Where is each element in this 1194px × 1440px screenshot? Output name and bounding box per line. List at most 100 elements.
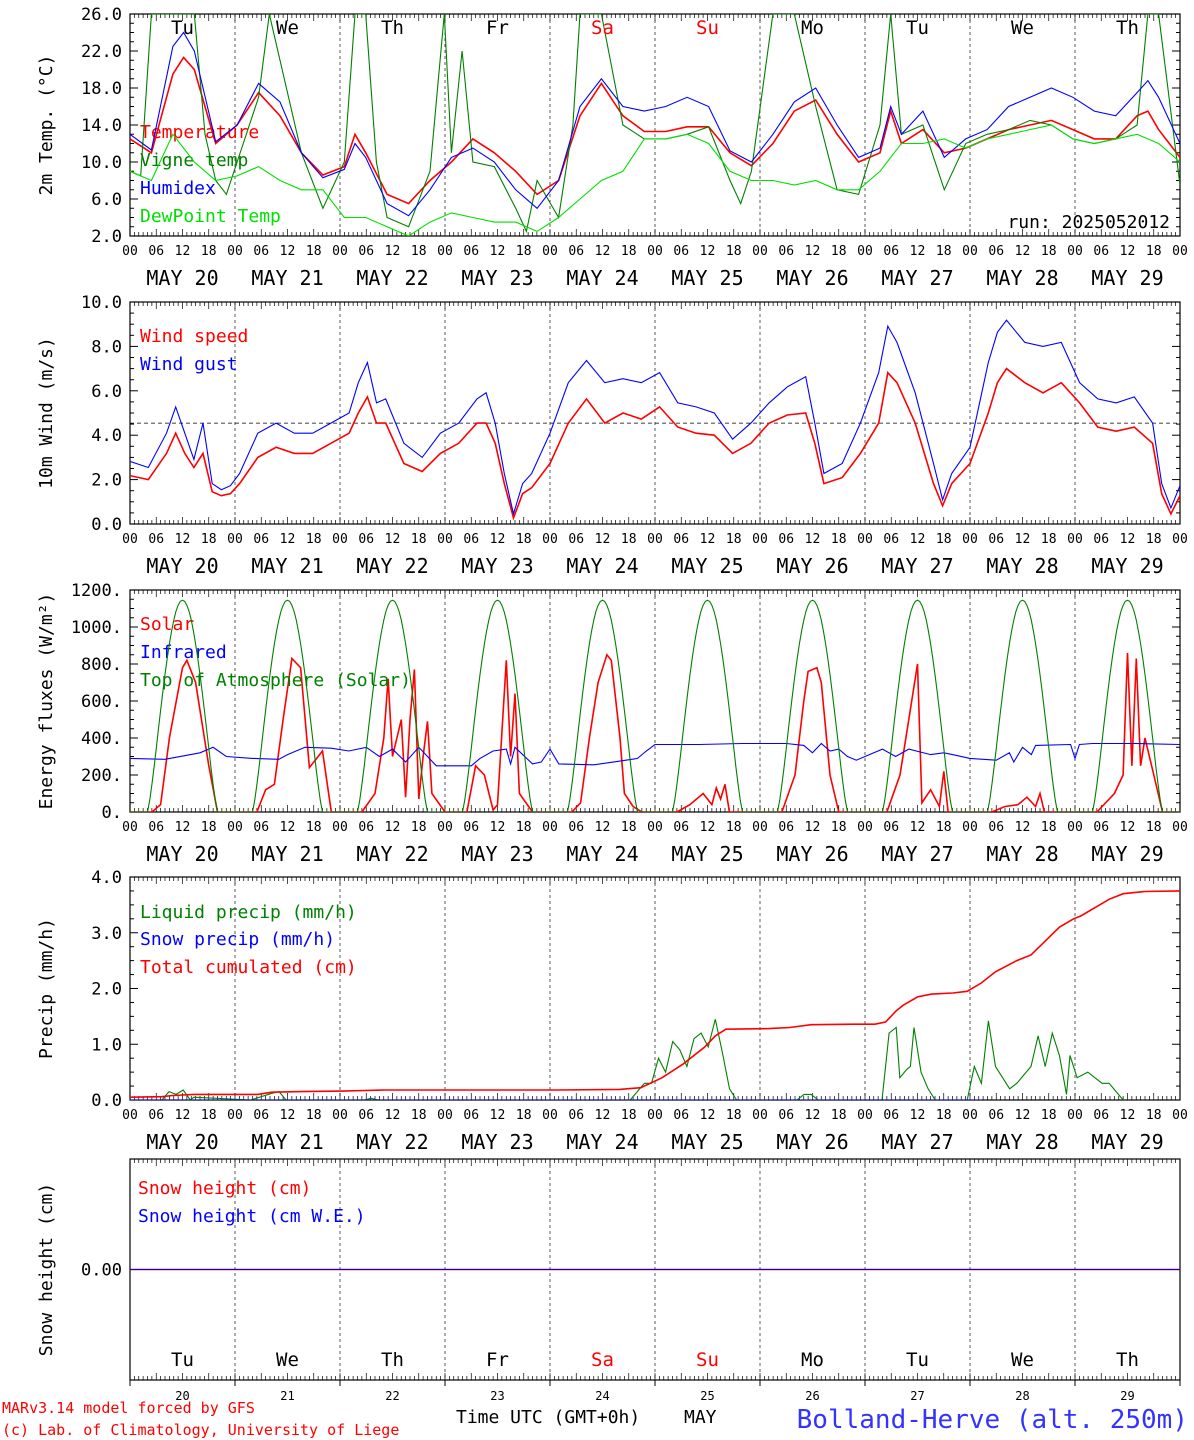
hour-tick-label: 12 — [1120, 532, 1136, 547]
legend-entry: Wind gust — [140, 354, 238, 375]
weekday-label: We — [276, 17, 299, 39]
hour-tick-label: 00 — [962, 244, 978, 259]
hour-tick-label: 12 — [1120, 244, 1136, 259]
hour-tick-label: 00 — [332, 1108, 348, 1123]
hour-tick-label: 00 — [542, 820, 558, 835]
hour-tick-label: 06 — [883, 532, 899, 547]
hour-tick-label: 12 — [1120, 1108, 1136, 1123]
hour-tick-label: 00 — [1067, 1108, 1083, 1123]
hour-tick-label: 06 — [148, 820, 164, 835]
hour-tick-label: 18 — [306, 532, 322, 547]
hour-tick-label: 12 — [1015, 532, 1031, 547]
hour-tick-label: 18 — [411, 244, 427, 259]
day-label: MAY 25 — [671, 266, 743, 290]
hour-tick-label: 18 — [726, 244, 742, 259]
hour-tick-label: 12 — [490, 820, 506, 835]
y-axis-label: 10m Wind (m/s) — [36, 337, 57, 489]
hour-tick-label: 12 — [805, 244, 821, 259]
hour-tick-label: 06 — [778, 820, 794, 835]
hour-tick-label: 06 — [568, 532, 584, 547]
hour-tick-label: 18 — [1146, 1108, 1162, 1123]
hour-tick-label: 00 — [752, 244, 768, 259]
hour-tick-label: 06 — [1093, 820, 1109, 835]
weekday-label: We — [1011, 17, 1034, 39]
hour-tick-label: 12 — [490, 244, 506, 259]
day-label: MAY 22 — [356, 842, 428, 866]
y-tick-label: 2.0 — [91, 471, 122, 491]
hour-tick-label: 18 — [201, 1108, 217, 1123]
hour-tick-label: 06 — [883, 820, 899, 835]
day-label: MAY 29 — [1091, 842, 1163, 866]
hour-tick-label: 00 — [857, 244, 873, 259]
hour-tick-label: 12 — [595, 1108, 611, 1123]
series-line-temperature — [130, 56, 1180, 205]
hour-tick-label: 00 — [122, 820, 138, 835]
legend-entry: Vigne temp — [140, 150, 248, 171]
hour-tick-label: 00 — [332, 820, 348, 835]
hour-tick-label: 12 — [805, 820, 821, 835]
hour-tick-label: 00 — [227, 532, 243, 547]
y-axis-label: Precip (mm/h) — [36, 918, 57, 1059]
hour-tick-label: 12 — [595, 532, 611, 547]
series-line-humidex — [130, 31, 1180, 217]
day-label: MAY 23 — [461, 1130, 533, 1154]
legend-entry: Infrared — [140, 642, 227, 663]
hour-tick-label: 00 — [437, 820, 453, 835]
hour-tick-label: 18 — [1146, 244, 1162, 259]
day-label: MAY 24 — [566, 554, 638, 578]
day-label: MAY 27 — [881, 1130, 953, 1154]
hour-tick-label: 18 — [201, 532, 217, 547]
legend-entry: Top of Atmosphere (Solar) — [140, 670, 411, 691]
hour-tick-label: 00 — [647, 820, 663, 835]
y-tick-label: 1200. — [71, 581, 122, 601]
day-number: 25 — [700, 1389, 714, 1403]
hour-tick-label: 18 — [201, 244, 217, 259]
hour-tick-label: 18 — [201, 820, 217, 835]
y-tick-label: 1000. — [71, 618, 122, 638]
panel-3: 0. 200. 400. 600. 800. 1000. 1200. Energy fluxe… — [36, 581, 1188, 866]
model-credit: MARv3.14 model forced by GFS — [2, 1399, 255, 1417]
hour-tick-label: 12 — [595, 244, 611, 259]
y-tick-label: 2.0 — [91, 227, 122, 247]
day-label: MAY 26 — [776, 554, 848, 578]
day-label: MAY 20 — [146, 842, 218, 866]
day-label: MAY 21 — [251, 266, 323, 290]
hour-tick-label: 00 — [962, 532, 978, 547]
hour-tick-label: 18 — [831, 820, 847, 835]
hour-tick-label: 06 — [778, 532, 794, 547]
hour-tick-label: 12 — [385, 1108, 401, 1123]
hour-tick-label: 12 — [175, 532, 191, 547]
day-number: 23 — [490, 1389, 504, 1403]
day-label: MAY 24 — [566, 842, 638, 866]
weekday-label: Sa — [591, 1349, 614, 1371]
day-number: 27 — [910, 1389, 924, 1403]
hour-tick-label: 18 — [411, 532, 427, 547]
hour-tick-label: 06 — [463, 1108, 479, 1123]
weekday-label: Tu — [906, 1349, 929, 1371]
weekday-label: Tu — [171, 17, 194, 39]
hour-tick-label: 06 — [673, 244, 689, 259]
series-line-vigne-temp — [130, 14, 1180, 234]
hour-tick-label: 18 — [516, 1108, 532, 1123]
hour-tick-label: 18 — [621, 1108, 637, 1123]
hour-tick-label: 00 — [227, 244, 243, 259]
hour-tick-label: 00 — [437, 532, 453, 547]
hour-tick-label: 06 — [463, 820, 479, 835]
day-label: MAY 24 — [566, 1130, 638, 1154]
day-label: MAY 27 — [881, 266, 953, 290]
lab-credit: (c) Lab. of Climatology, University of L… — [2, 1421, 399, 1439]
legend-entry: Wind speed — [140, 326, 248, 347]
day-label: MAY 23 — [461, 554, 533, 578]
hour-tick-label: 06 — [778, 1108, 794, 1123]
day-number: 21 — [280, 1389, 294, 1403]
hour-tick-label: 00 — [1172, 1108, 1188, 1123]
hour-tick-label: 06 — [1093, 1108, 1109, 1123]
day-label: MAY 27 — [881, 842, 953, 866]
day-label: MAY 20 — [146, 1130, 218, 1154]
weekday-label: Th — [1116, 17, 1139, 39]
station-label: Bolland-Herve (alt. 250m) — [797, 1405, 1188, 1435]
hour-tick-label: 18 — [516, 532, 532, 547]
y-tick-label: 8.0 — [91, 337, 122, 357]
hour-tick-label: 12 — [700, 820, 716, 835]
day-label: MAY 22 — [356, 1130, 428, 1154]
